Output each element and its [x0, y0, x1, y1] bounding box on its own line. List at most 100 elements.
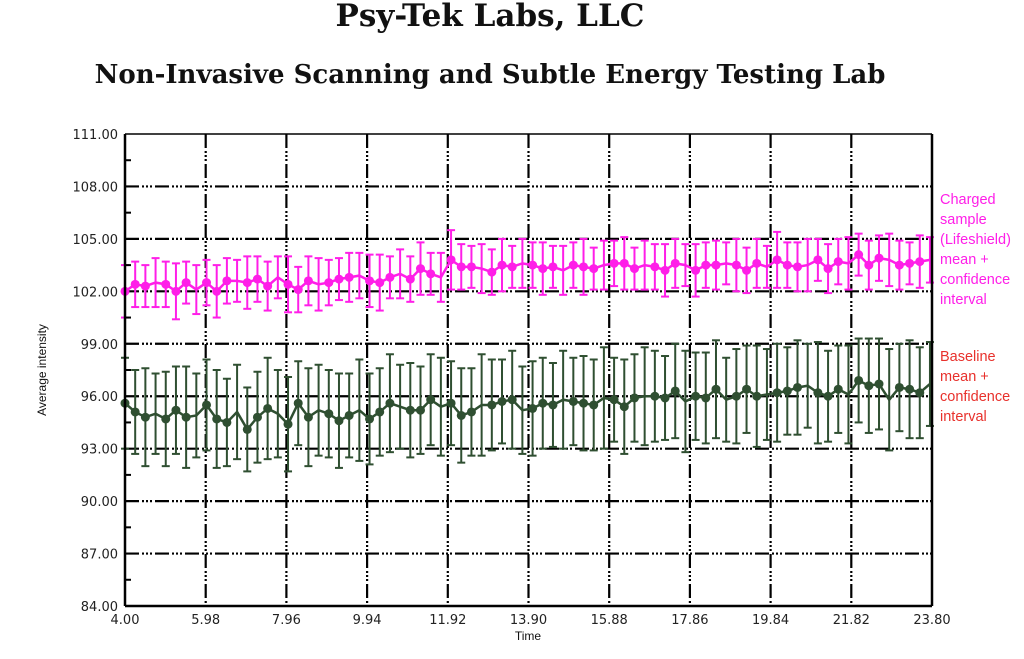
y-tick-label: 111.00 — [73, 128, 119, 143]
mean-point — [833, 257, 843, 267]
mean-point — [579, 398, 589, 408]
mean-point — [263, 403, 273, 413]
mean-point — [344, 272, 354, 282]
mean-point — [405, 405, 415, 415]
mean-point — [894, 260, 904, 270]
mean-point — [568, 260, 578, 270]
mean-point — [619, 402, 629, 412]
mean-point — [405, 274, 415, 284]
mean-point — [242, 424, 252, 434]
mean-point — [823, 391, 833, 401]
y-tick-label: 90.00 — [81, 495, 118, 510]
mean-point — [864, 381, 874, 391]
mean-point — [456, 410, 466, 420]
mean-point — [701, 260, 711, 270]
y-tick-label: 102.00 — [73, 285, 119, 300]
mean-point — [650, 391, 660, 401]
mean-point — [497, 396, 507, 406]
mean-point — [283, 279, 293, 289]
mean-point — [222, 276, 232, 286]
mean-point — [365, 276, 375, 286]
mean-point — [905, 384, 915, 394]
mean-point — [742, 265, 752, 275]
mean-point — [772, 388, 782, 398]
x-tick-label: 4.00 — [111, 613, 140, 628]
x-tick-label: 11.92 — [429, 613, 466, 628]
mean-point — [222, 417, 232, 427]
legend-charged-sample: Charged sample (Lifeshield) mean + confi… — [940, 192, 1011, 308]
mean-point — [782, 260, 792, 270]
mean-point — [670, 386, 680, 396]
mean-point — [548, 262, 558, 272]
mean-point — [874, 379, 884, 389]
mean-point — [854, 250, 864, 260]
series-charged-sample — [120, 229, 934, 321]
mean-point — [365, 414, 375, 424]
mean-point — [538, 398, 548, 408]
x-tick-label: 9.94 — [353, 613, 382, 628]
mean-point — [660, 393, 670, 403]
mean-point — [823, 264, 833, 274]
mean-point — [140, 281, 150, 291]
mean-point — [742, 384, 752, 394]
mean-point — [711, 260, 721, 270]
mean-point — [579, 262, 589, 272]
mean-point — [854, 375, 864, 385]
x-tick-label: 15.88 — [591, 613, 628, 628]
y-tick-label: 87.00 — [81, 548, 118, 563]
mean-point — [711, 384, 721, 394]
mean-point — [181, 278, 191, 288]
mean-point — [446, 255, 456, 265]
y-tick-label: 84.00 — [81, 600, 118, 615]
mean-point — [507, 395, 517, 405]
mean-point — [650, 262, 660, 272]
mean-point — [528, 260, 538, 270]
mean-point — [701, 393, 711, 403]
mean-point — [263, 281, 273, 291]
mean-point — [864, 260, 874, 270]
mean-point — [140, 412, 150, 422]
x-tick-label: 19.84 — [752, 613, 789, 628]
mean-point — [793, 262, 802, 272]
mean-point — [212, 286, 222, 296]
x-tick-label: 5.98 — [191, 613, 220, 628]
mean-point — [487, 267, 497, 277]
mean-point — [568, 396, 578, 406]
mean-point — [507, 262, 517, 272]
mean-point — [375, 278, 385, 288]
mean-point — [334, 416, 344, 426]
mean-point — [252, 274, 262, 284]
mean-point — [385, 272, 395, 282]
y-tick-labels: 84.00 87.00 90.00 93.00 96.00 99.00 102.00 105.… — [73, 128, 119, 615]
mean-point — [293, 285, 303, 295]
mean-point — [415, 405, 425, 415]
mean-point — [833, 384, 843, 394]
lab-subtitle: Non-Invasive Scanning and Subtle Energy … — [94, 60, 886, 90]
mean-point — [385, 398, 395, 408]
mean-point — [426, 395, 436, 405]
mean-point — [782, 386, 792, 396]
mean-point — [202, 278, 212, 288]
mean-point — [293, 398, 303, 408]
mean-point — [589, 264, 599, 274]
y-axis-label: Average intensity — [35, 324, 49, 416]
series-baseline — [120, 337, 934, 473]
mean-point — [466, 407, 476, 417]
mean-point — [629, 264, 639, 274]
mean-point — [415, 264, 425, 274]
x-tick-label: 23.80 — [913, 613, 950, 628]
x-tick-label: 7.96 — [272, 613, 301, 628]
mean-point — [130, 279, 140, 289]
mean-point — [252, 412, 262, 422]
mean-point — [171, 405, 181, 415]
mean-point — [609, 258, 619, 268]
mean-point — [731, 260, 741, 270]
mean-point — [691, 265, 701, 275]
mean-point — [528, 403, 538, 413]
mean-point — [609, 395, 619, 405]
mean-point — [670, 258, 680, 268]
y-tick-label: 108.00 — [73, 180, 119, 195]
mean-point — [283, 419, 293, 429]
mean-point — [161, 279, 171, 289]
